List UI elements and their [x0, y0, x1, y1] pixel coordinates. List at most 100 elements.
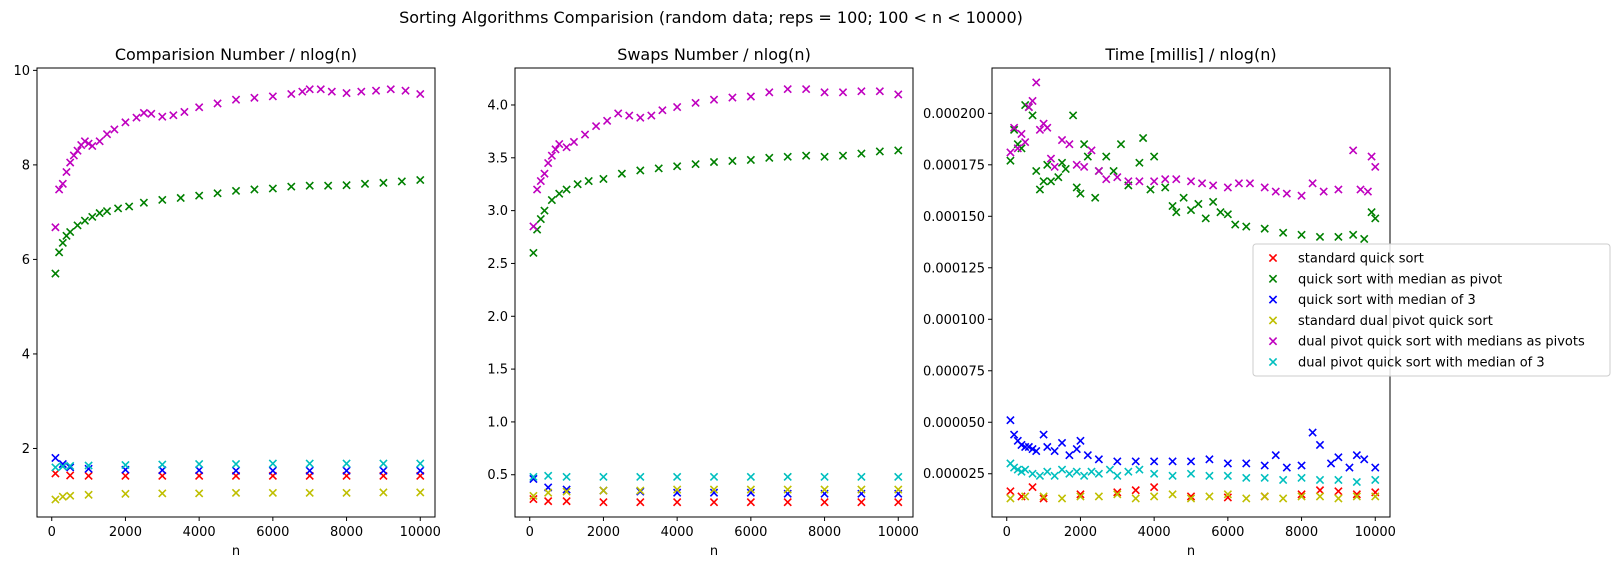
data-point-marker [194, 466, 204, 475]
data-point-marker [1076, 189, 1085, 198]
x-tick-label: 10000 [878, 525, 919, 540]
data-point-marker [58, 492, 67, 501]
data-point-marker [1035, 125, 1045, 134]
series-6 [1006, 459, 1380, 487]
data-point-marker [1186, 457, 1196, 466]
data-point-marker [1028, 469, 1037, 478]
data-point-marker [1087, 467, 1096, 476]
y-tick-label: 4 [22, 347, 30, 362]
data-point-marker [1282, 189, 1291, 198]
data-point-marker [654, 164, 663, 173]
y-tick-label: 1.0 [487, 415, 508, 430]
data-point-marker [84, 490, 93, 499]
data-point-marker [231, 466, 241, 475]
data-point-marker [250, 185, 259, 194]
data-point-marker [102, 130, 112, 139]
x-tick-label: 6000 [734, 525, 767, 540]
data-point-marker [1352, 490, 1361, 499]
data-point-marker [1083, 451, 1092, 460]
data-point-marker [88, 212, 97, 222]
data-point-marker [1161, 175, 1170, 184]
data-point-marker [1223, 493, 1233, 502]
data-point-marker [617, 169, 627, 178]
data-point-marker [1124, 467, 1133, 476]
data-point-marker [1076, 492, 1085, 501]
data-point-marker [194, 489, 204, 498]
data-point-marker [1131, 494, 1140, 503]
data-point-marker [691, 159, 700, 169]
legend-label: dual pivot quick sort with medians as pi… [1298, 335, 1585, 350]
data-point-marker [360, 179, 370, 188]
data-point-marker [1197, 179, 1207, 188]
x-tick-label: 8000 [808, 525, 841, 540]
series-3 [1006, 416, 1380, 472]
data-point-marker [625, 111, 634, 120]
data-point-marker [1109, 166, 1118, 176]
data-point-marker [1006, 416, 1015, 425]
data-point-marker [1245, 179, 1255, 188]
data-point-marker [1297, 230, 1306, 239]
data-point-marker [1131, 486, 1140, 495]
data-point-marker [1172, 175, 1181, 184]
data-point-marker [562, 496, 571, 506]
data-point-marker [728, 156, 737, 166]
data-point-marker [838, 151, 848, 160]
data-point-marker [95, 137, 104, 146]
data-point-marker [1116, 140, 1126, 149]
data-point-marker [1057, 158, 1067, 167]
data-point-marker [1186, 492, 1196, 501]
data-point-marker [746, 472, 756, 482]
series-6 [529, 471, 903, 482]
data-point-marker [1057, 494, 1067, 503]
data-point-marker [1194, 199, 1203, 209]
data-point-marker [1297, 492, 1306, 501]
data-point-marker [544, 471, 553, 480]
data-point-marker [1050, 162, 1059, 172]
data-point-marker [62, 167, 71, 177]
data-point-marker [820, 498, 829, 507]
data-point-marker [1102, 175, 1111, 184]
x-tick-label: 6000 [1211, 525, 1244, 540]
data-point-marker [213, 99, 222, 108]
data-point-marker [1208, 181, 1218, 190]
series-5 [51, 85, 425, 232]
legend-marker [1268, 253, 1278, 263]
data-point-marker [672, 102, 682, 112]
data-point-marker [58, 462, 67, 471]
x-tick-label: 10000 [1355, 525, 1396, 540]
data-point-marker [1308, 179, 1317, 188]
data-point-marker [599, 472, 608, 482]
data-point-marker [746, 92, 756, 101]
data-point-marker [672, 488, 682, 497]
data-point-marker [783, 472, 792, 482]
data-point-marker [1297, 490, 1306, 499]
data-point-marker [139, 108, 149, 118]
data-point-marker [1201, 214, 1210, 223]
legend-marker [1268, 274, 1278, 283]
data-point-marker [58, 238, 67, 248]
data-point-marker [544, 496, 553, 506]
data-point-marker [555, 139, 564, 149]
legend-label: quick sort with median of 3 [1298, 293, 1476, 308]
data-point-marker [580, 130, 590, 139]
data-point-marker [783, 84, 792, 94]
data-point-marker [51, 223, 60, 232]
data-point-marker [1297, 473, 1306, 483]
data-point-marker [84, 464, 93, 473]
data-point-marker [305, 85, 314, 94]
subplot-1: Comparision Number / nlog(n) 0 2000 4000 600… [13, 45, 440, 559]
x-axis-label: n [232, 544, 240, 559]
data-point-marker [1006, 148, 1015, 157]
data-point-marker [746, 485, 756, 494]
data-point-marker [1179, 193, 1188, 202]
data-point-marker [801, 151, 811, 160]
data-point-marker [132, 113, 141, 122]
subplot-3: Time [millis] / nlog(n) 0 2000 4000 6000 8000… [923, 45, 1396, 559]
data-point-marker [66, 491, 75, 500]
data-point-marker [305, 181, 314, 190]
data-point-marker [1205, 471, 1214, 480]
data-point-marker [1043, 123, 1052, 132]
data-point-marker [875, 87, 884, 96]
data-point-marker [379, 459, 388, 468]
data-point-marker [1039, 430, 1048, 439]
